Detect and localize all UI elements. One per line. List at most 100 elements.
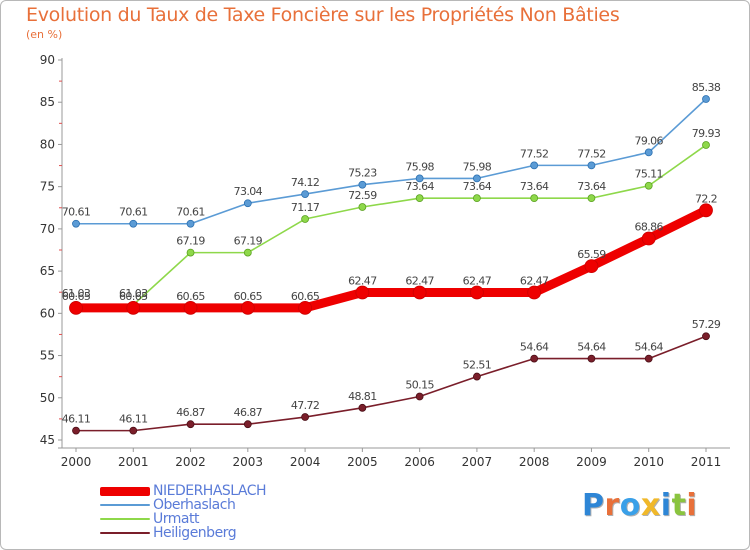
data-point-niederhaslach <box>699 203 713 218</box>
x-tick-label: 2010 <box>633 455 664 469</box>
data-point-oberhaslach <box>644 148 653 157</box>
x-tick-label: 2001 <box>118 455 149 469</box>
data-label-urmatt: 73.64 <box>577 180 606 193</box>
legend-label-urmatt: Urmatt <box>153 511 199 527</box>
y-tick-label: 50 <box>40 391 55 405</box>
y-tick-label: 65 <box>40 264 55 278</box>
y-tick-label: 90 <box>40 53 55 67</box>
legend-label-niederhaslach: NIEDERHASLACH <box>153 483 267 499</box>
data-point-heiligenberg <box>129 426 138 435</box>
data-label-oberhaslach: 74.12 <box>291 176 320 189</box>
data-label-oberhaslach: 77.52 <box>577 147 606 160</box>
data-point-niederhaslach <box>355 285 370 300</box>
data-label-niederhaslach: 60.65 <box>291 290 320 303</box>
data-label-heiligenberg: 57.29 <box>692 318 721 331</box>
legend-swatch-urmatt <box>100 518 150 520</box>
data-point-heiligenberg <box>186 420 195 429</box>
legend-label-heiligenberg: Heiligenberg <box>153 525 237 541</box>
y-tick-label: 55 <box>40 349 55 363</box>
data-point-heiligenberg <box>415 392 424 401</box>
data-point-urmatt <box>301 215 309 223</box>
legend-swatch-heiligenberg <box>100 532 150 534</box>
data-point-niederhaslach <box>470 285 484 300</box>
data-label-heiligenberg: 46.11 <box>62 413 91 426</box>
data-point-oberhaslach <box>72 219 80 228</box>
data-label-oberhaslach: 79.06 <box>634 134 663 147</box>
data-point-urmatt <box>644 181 653 190</box>
x-tick-label: 2011 <box>691 455 722 469</box>
legend-item-urmatt: Urmatt <box>100 512 266 526</box>
data-label-oberhaslach: 75.23 <box>348 167 377 180</box>
data-point-urmatt <box>702 141 710 149</box>
x-tick-label: 2002 <box>175 455 206 469</box>
data-point-heiligenberg <box>243 420 252 429</box>
data-point-heiligenberg <box>473 372 481 381</box>
data-label-heiligenberg: 54.64 <box>520 341 549 354</box>
data-point-urmatt <box>587 194 596 203</box>
data-label-oberhaslach: 70.61 <box>62 206 91 219</box>
data-label-urmatt: 75.11 <box>634 168 663 181</box>
data-point-niederhaslach <box>527 285 542 300</box>
y-tick-label: 70 <box>40 222 55 236</box>
data-point-heiligenberg <box>702 332 710 341</box>
legend-item-niederhaslach: NIEDERHASLACH <box>100 483 267 499</box>
x-tick-label: 2008 <box>519 455 550 469</box>
data-point-heiligenberg <box>587 354 596 363</box>
data-label-urmatt: 72.59 <box>348 189 377 202</box>
data-label-urmatt: 73.64 <box>463 180 492 193</box>
y-tick-label: 45 <box>40 433 55 447</box>
data-point-oberhaslach <box>415 174 424 183</box>
data-point-oberhaslach <box>301 190 309 198</box>
data-point-oberhaslach <box>587 161 596 170</box>
data-point-heiligenberg <box>301 413 309 421</box>
data-label-niederhaslach: 62.47 <box>348 274 377 287</box>
data-label-oberhaslach: 70.61 <box>176 206 205 219</box>
data-point-heiligenberg <box>530 354 539 363</box>
y-tick-label: 75 <box>40 180 55 194</box>
data-point-oberhaslach <box>129 219 138 228</box>
data-label-oberhaslach: 75.98 <box>405 160 434 173</box>
x-tick-label: 2006 <box>404 455 435 469</box>
legend-item-heiligenberg: Heiligenberg <box>100 526 266 540</box>
x-tick-label: 2003 <box>233 455 264 469</box>
data-label-urmatt: 73.64 <box>405 180 434 193</box>
data-label-niederhaslach: 62.47 <box>463 274 492 287</box>
data-point-niederhaslach <box>584 259 599 274</box>
data-label-heiligenberg: 50.15 <box>405 379 434 392</box>
y-tick-label: 85 <box>40 95 55 109</box>
data-point-oberhaslach <box>473 174 481 183</box>
data-point-heiligenberg <box>358 403 367 412</box>
data-label-niederhaslach: 60.65 <box>176 290 205 303</box>
data-point-urmatt <box>415 194 424 203</box>
data-label-urmatt: 61.03 <box>119 287 148 300</box>
data-point-oberhaslach <box>358 180 367 189</box>
data-point-urmatt <box>243 248 252 257</box>
data-label-oberhaslach: 73.04 <box>234 185 263 198</box>
data-label-urmatt: 67.19 <box>176 235 205 248</box>
data-point-niederhaslach <box>412 285 427 300</box>
x-tick-label: 2007 <box>462 455 493 469</box>
data-label-oberhaslach: 85.38 <box>692 81 721 94</box>
data-point-urmatt <box>186 248 195 257</box>
data-label-heiligenberg: 46.87 <box>176 406 205 419</box>
data-label-niederhaslach: 62.47 <box>520 274 549 287</box>
data-point-oberhaslach <box>186 219 195 228</box>
data-point-niederhaslach <box>183 300 198 315</box>
data-point-niederhaslach <box>69 300 83 315</box>
data-label-niederhaslach: 62.47 <box>405 274 434 287</box>
data-point-urmatt <box>473 194 481 203</box>
data-label-urmatt: 61.03 <box>62 287 91 300</box>
data-label-niederhaslach: 68.86 <box>634 221 663 234</box>
series-line-niederhaslach <box>71 205 711 313</box>
chart-legend: NIEDERHASLACH Oberhaslach Urmatt Heilige… <box>100 483 267 540</box>
data-label-urmatt: 79.93 <box>692 127 721 140</box>
chart-title: Evolution du Taux de Taxe Foncière sur l… <box>26 4 620 26</box>
data-label-niederhaslach: 60.65 <box>119 290 148 303</box>
data-label-niederhaslach: 60.65 <box>234 290 263 303</box>
chart-subtitle: (en %) <box>26 28 63 41</box>
data-label-heiligenberg: 46.87 <box>234 406 263 419</box>
data-label-heiligenberg: 46.11 <box>119 413 148 426</box>
x-tick-label: 2004 <box>290 455 321 469</box>
x-tick-label: 2000 <box>61 455 92 469</box>
